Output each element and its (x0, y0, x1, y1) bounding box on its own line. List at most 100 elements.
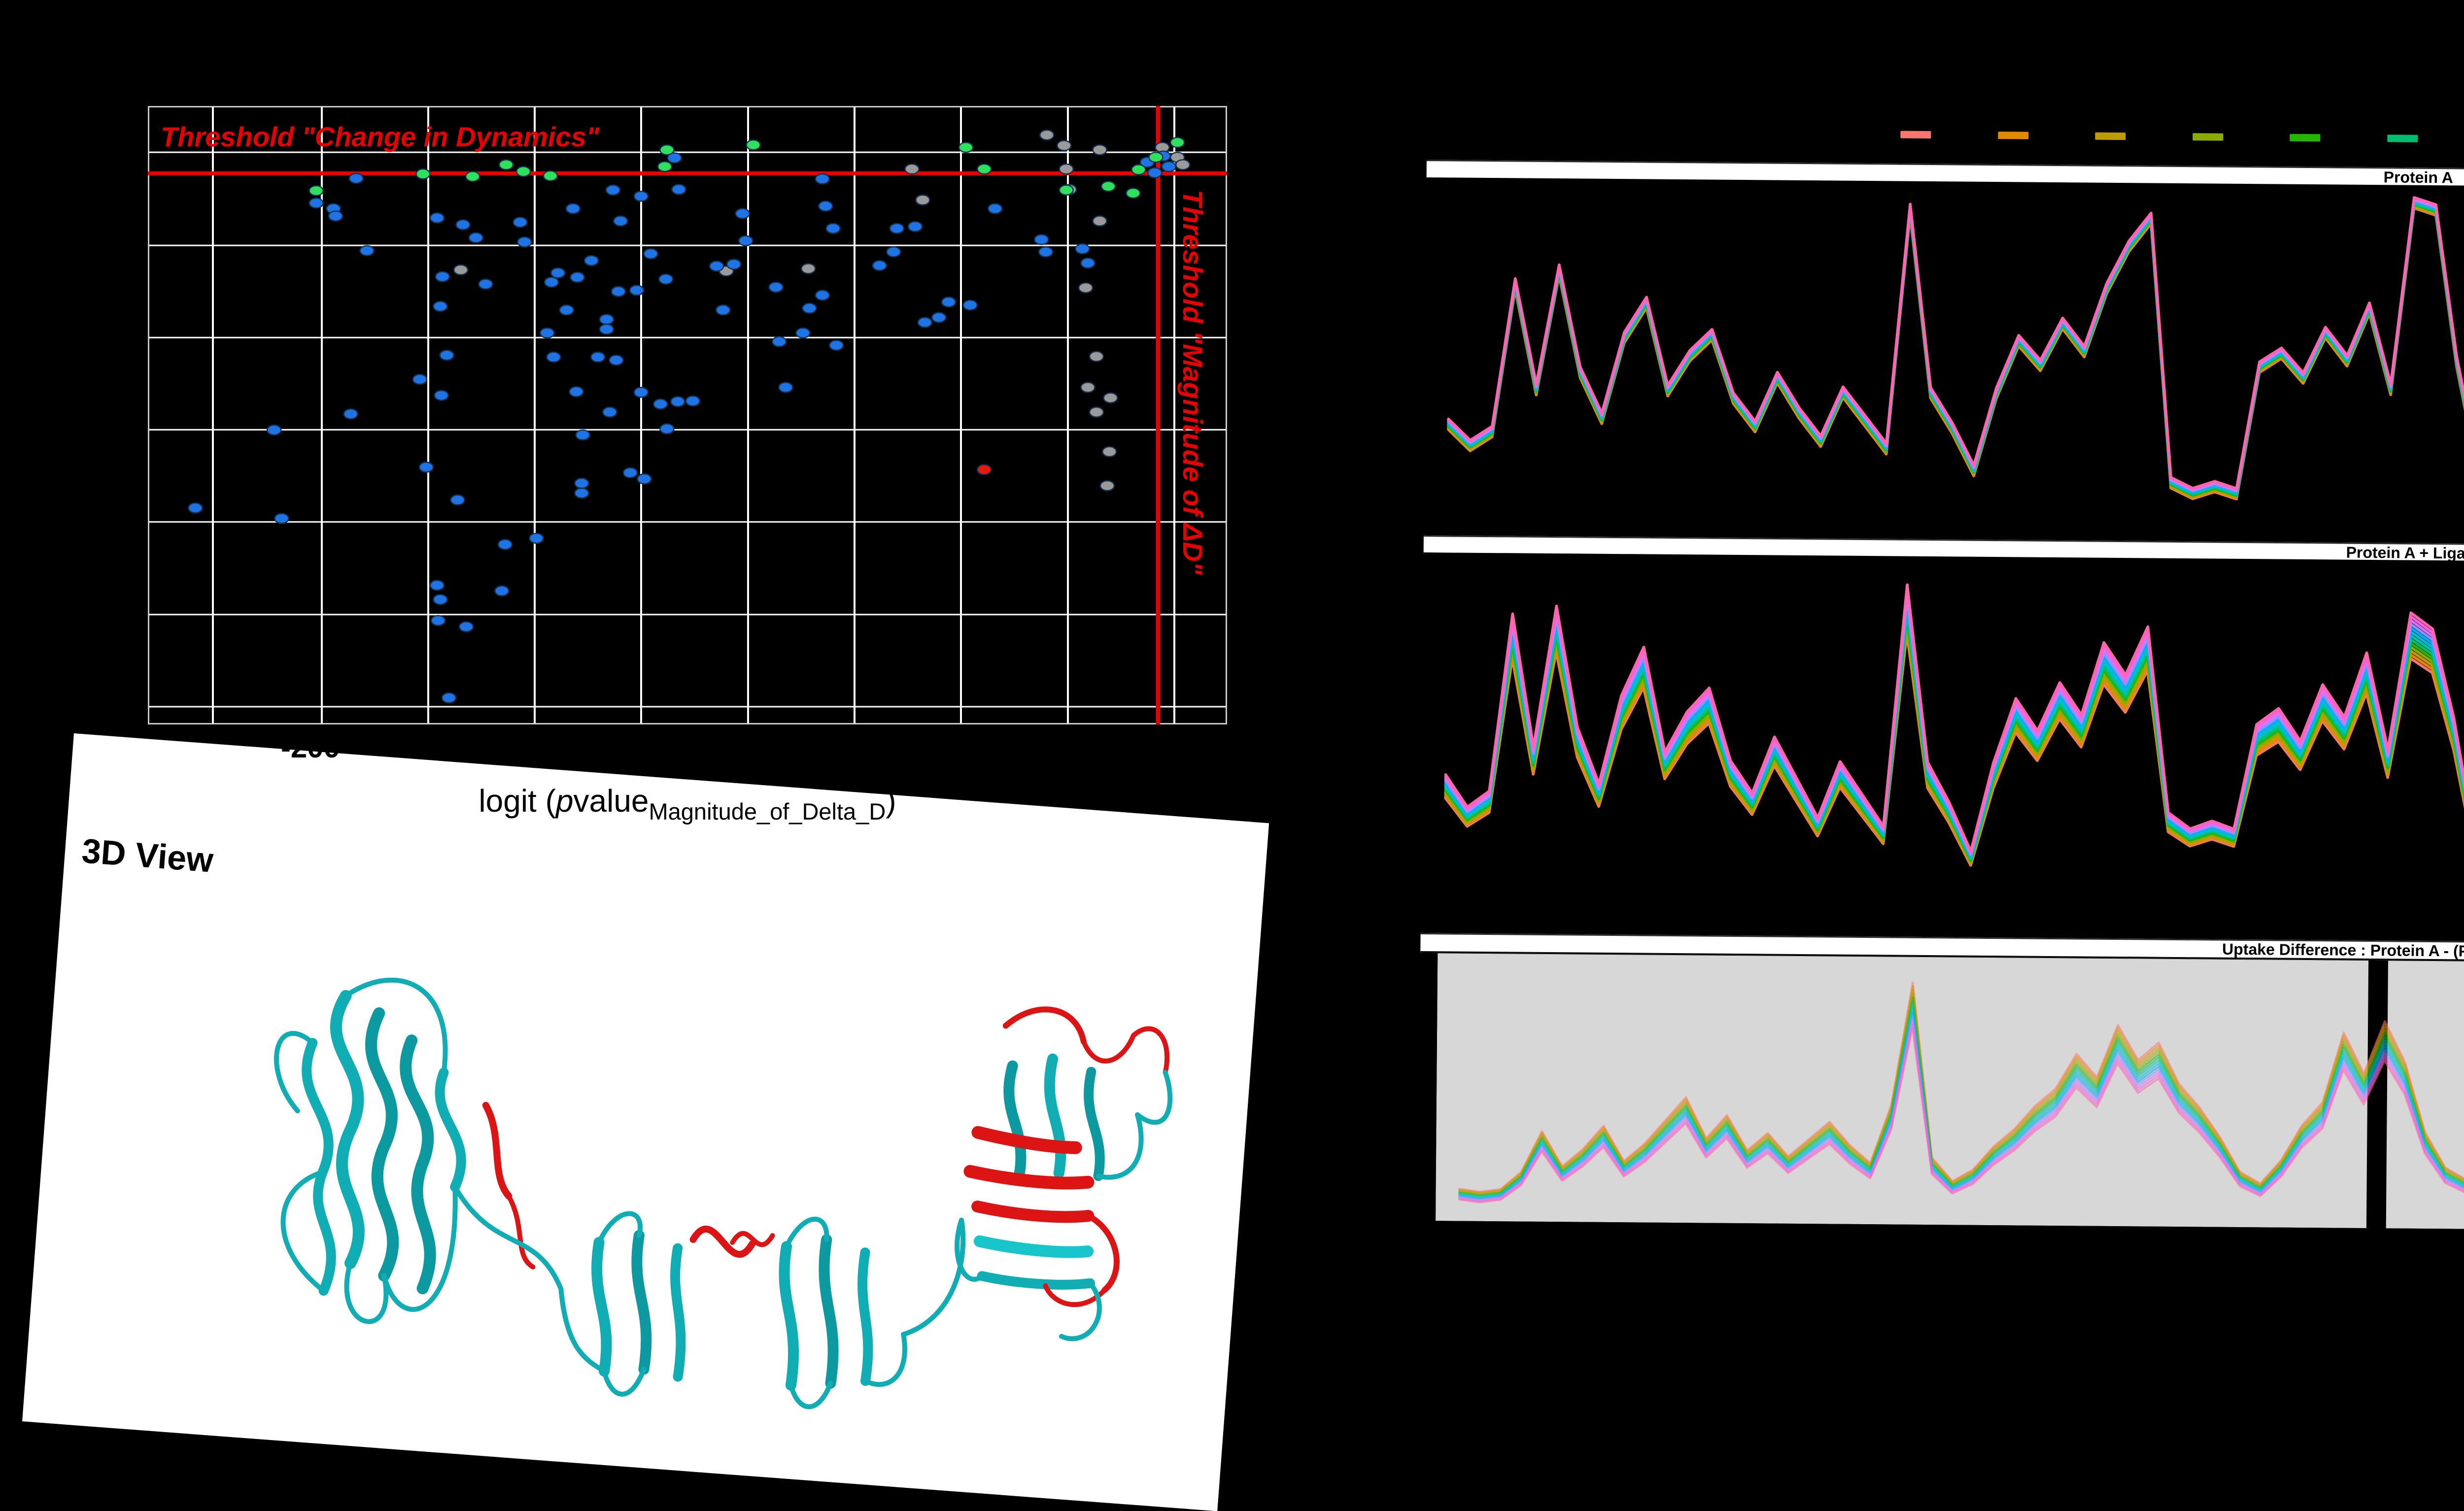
uptake-chart-protein-a-ligand[interactable] (1420, 552, 2464, 945)
volcano-point-blue[interactable] (574, 478, 589, 489)
volcano-point-gray[interactable] (1057, 140, 1072, 151)
volcano-point-green[interactable] (543, 170, 558, 182)
volcano-point-blue[interactable] (1034, 234, 1049, 245)
volcano-point-blue[interactable] (433, 594, 448, 605)
legend-key-swatch-4[interactable] (2192, 133, 2223, 141)
uptake-line-series-13[interactable] (1447, 190, 2464, 498)
volcano-point-green[interactable] (1148, 151, 1164, 163)
volcano-point-gray[interactable] (1059, 163, 1074, 175)
volcano-point-blue[interactable] (441, 692, 457, 704)
uptake-line-series-7[interactable] (1447, 195, 2464, 503)
volcano-point-blue[interactable] (602, 406, 617, 418)
volcano-point-blue[interactable] (605, 184, 621, 196)
volcano-point-blue[interactable] (429, 212, 445, 224)
volcano-point-blue[interactable] (609, 354, 624, 366)
volcano-point-blue[interactable] (434, 390, 449, 401)
volcano-point-blue[interactable] (439, 349, 454, 361)
volcano-point-green[interactable] (958, 141, 974, 153)
volcano-point-blue[interactable] (565, 203, 581, 214)
volcano-point-blue[interactable] (685, 395, 701, 407)
uptake-line-series-8[interactable] (1447, 194, 2464, 502)
volcano-point-blue[interactable] (709, 260, 724, 272)
volcano-point-blue[interactable] (599, 323, 614, 335)
volcano-point-blue[interactable] (1161, 161, 1176, 172)
volcano-point-blue[interactable] (771, 336, 787, 347)
volcano-point-blue[interactable] (343, 408, 358, 420)
volcano-point-gray[interactable] (1092, 215, 1107, 227)
volcano-point-green[interactable] (498, 159, 514, 171)
volcano-point-blue[interactable] (590, 351, 606, 363)
volcano-point-blue[interactable] (802, 303, 817, 314)
uptake-line-series-5[interactable] (1447, 197, 2464, 505)
volcano-point-green[interactable] (515, 166, 531, 177)
volcano-point-green[interactable] (1131, 164, 1146, 175)
volcano-point-blue[interactable] (529, 532, 544, 544)
volcano-point-blue[interactable] (348, 172, 364, 184)
volcano-point-blue[interactable] (716, 304, 731, 316)
volcano-point-blue[interactable] (611, 286, 626, 297)
volcano-point-blue[interactable] (726, 259, 742, 270)
volcano-point-blue[interactable] (429, 580, 445, 591)
volcano-point-blue[interactable] (1075, 243, 1090, 255)
volcano-point-gray[interactable] (1102, 446, 1117, 457)
volcano-point-blue[interactable] (418, 461, 434, 473)
volcano-point-blue[interactable] (497, 539, 513, 550)
volcano-point-gray[interactable] (801, 263, 816, 275)
volcano-point-blue[interactable] (455, 219, 471, 231)
volcano-point-blue[interactable] (629, 284, 645, 296)
volcano-point-blue[interactable] (540, 327, 555, 339)
volcano-point-blue[interactable] (768, 281, 784, 293)
volcano-point-green[interactable] (1059, 184, 1074, 196)
volcano-point-blue[interactable] (778, 381, 793, 393)
volcano-plot[interactable]: Threshold "Change in Dynamics" Threshold… (148, 106, 1227, 724)
volcano-point-blue[interactable] (359, 245, 375, 256)
volcano-point-blue[interactable] (738, 235, 753, 246)
volcano-point-blue[interactable] (659, 423, 675, 435)
3d-view-panel[interactable]: 3D View (22, 733, 1269, 1511)
volcano-point-green[interactable] (746, 139, 761, 151)
volcano-point-blue[interactable] (622, 467, 638, 479)
volcano-point-blue[interactable] (671, 184, 686, 195)
uptake-chart-protein-a[interactable] (1424, 177, 2464, 546)
volcano-point-gray[interactable] (1175, 159, 1191, 171)
volcano-point-gray[interactable] (453, 264, 469, 275)
volcano-point-blue[interactable] (433, 301, 448, 312)
volcano-point-blue[interactable] (569, 386, 584, 398)
volcano-point-blue[interactable] (430, 615, 446, 626)
volcano-point-blue[interactable] (795, 327, 811, 339)
volcano-point-gray[interactable] (915, 194, 930, 206)
volcano-point-blue[interactable] (825, 223, 841, 234)
volcano-point-red[interactable] (977, 464, 992, 476)
uptake-line-series-13[interactable] (1458, 1024, 2464, 1223)
volcano-point-green[interactable] (659, 144, 675, 156)
volcano-point-gray[interactable] (1039, 129, 1055, 141)
volcano-point-blue[interactable] (583, 255, 599, 266)
volcano-point-blue[interactable] (559, 304, 574, 316)
uptake-line-series-1[interactable] (1444, 623, 2464, 877)
volcano-point-green[interactable] (465, 171, 480, 182)
volcano-point-blue[interactable] (274, 513, 289, 524)
uptake-line-series-13[interactable] (1444, 573, 2464, 863)
volcano-point-gray[interactable] (1080, 381, 1095, 393)
volcano-point-blue[interactable] (889, 223, 905, 234)
volcano-point-blue[interactable] (735, 208, 750, 219)
volcano-point-gray[interactable] (1103, 392, 1118, 404)
volcano-point-blue[interactable] (328, 210, 343, 222)
volcano-point-blue[interactable] (815, 289, 830, 301)
volcano-point-green[interactable] (657, 161, 673, 172)
volcano-point-blue[interactable] (478, 278, 493, 290)
volcano-point-blue[interactable] (815, 173, 830, 185)
volcano-point-blue[interactable] (517, 236, 532, 248)
volcano-point-blue[interactable] (1147, 167, 1163, 178)
volcano-point-green[interactable] (1126, 187, 1141, 199)
volcano-point-blue[interactable] (907, 221, 923, 232)
volcano-point-gray[interactable] (904, 163, 920, 175)
volcano-point-gray[interactable] (1078, 282, 1094, 294)
uptake-line-series-11[interactable] (1447, 192, 2464, 499)
volcano-point-blue[interactable] (575, 429, 590, 441)
legend-key-swatch-3[interactable] (2095, 132, 2126, 140)
volcano-point-blue[interactable] (917, 317, 933, 328)
volcano-point-blue[interactable] (1080, 257, 1095, 269)
volcano-point-blue[interactable] (550, 267, 566, 279)
volcano-point-blue[interactable] (450, 494, 465, 506)
